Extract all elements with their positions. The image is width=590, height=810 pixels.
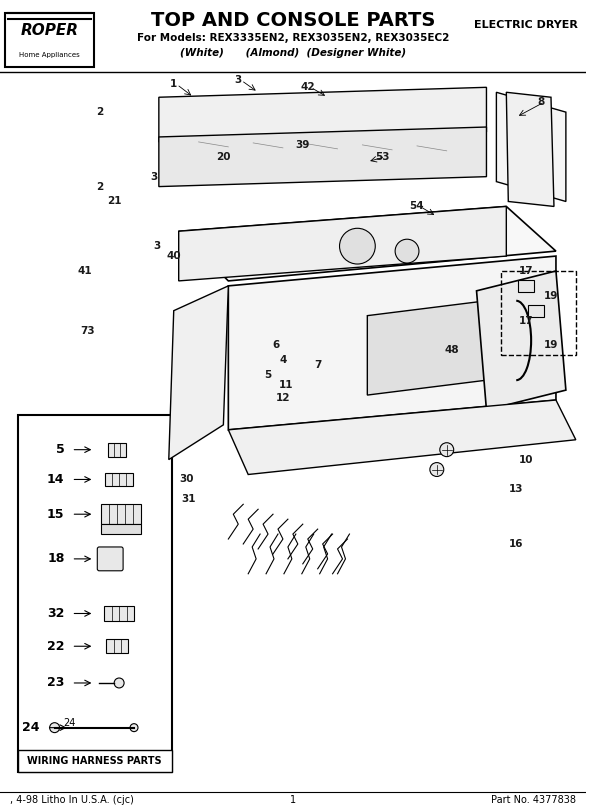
- Text: 5: 5: [56, 443, 64, 456]
- Polygon shape: [179, 207, 556, 281]
- Text: 73: 73: [80, 326, 94, 335]
- Text: 24: 24: [63, 718, 76, 727]
- Text: 4: 4: [279, 356, 287, 365]
- Text: 12: 12: [276, 393, 290, 403]
- Text: 7: 7: [314, 360, 322, 370]
- Text: 19: 19: [544, 340, 558, 351]
- Text: 8: 8: [537, 97, 545, 107]
- Text: 5: 5: [264, 370, 271, 380]
- Text: 19: 19: [544, 291, 558, 301]
- Text: 10: 10: [519, 454, 533, 465]
- Text: 23: 23: [47, 676, 64, 689]
- Text: 11: 11: [278, 380, 293, 390]
- Text: 18: 18: [47, 552, 64, 565]
- Polygon shape: [159, 87, 487, 142]
- Text: 48: 48: [444, 345, 459, 356]
- Text: 24: 24: [22, 721, 40, 734]
- Text: 20: 20: [216, 151, 231, 162]
- Text: (White)      (Almond)  (Designer White): (White) (Almond) (Designer White): [180, 48, 406, 58]
- Bar: [502, 271, 576, 356]
- Text: 21: 21: [107, 197, 122, 207]
- Polygon shape: [228, 256, 556, 430]
- Text: 32: 32: [47, 607, 64, 620]
- Bar: [108, 443, 126, 457]
- Text: 2: 2: [96, 181, 103, 192]
- Text: 53: 53: [375, 151, 389, 162]
- Circle shape: [440, 443, 454, 457]
- Text: 30: 30: [179, 475, 194, 484]
- Text: 54: 54: [409, 202, 424, 211]
- Text: 31: 31: [181, 494, 196, 505]
- Text: 6: 6: [273, 340, 280, 351]
- Text: 17: 17: [519, 266, 533, 276]
- Polygon shape: [179, 207, 506, 281]
- Text: 16: 16: [509, 539, 523, 549]
- Text: Part No. 4377838: Part No. 4377838: [491, 795, 576, 805]
- Polygon shape: [368, 301, 487, 395]
- Text: For Models: REX3335EN2, REX3035EN2, REX3035EC2: For Models: REX3335EN2, REX3035EN2, REX3…: [137, 32, 449, 43]
- Text: ELECTRIC DRYER: ELECTRIC DRYER: [474, 19, 578, 30]
- Polygon shape: [506, 92, 554, 207]
- Text: , 4-98 Litho In U.S.A. (cjc): , 4-98 Litho In U.S.A. (cjc): [10, 795, 134, 805]
- Text: 39: 39: [296, 140, 310, 150]
- Text: Home Appliances: Home Appliances: [19, 52, 80, 58]
- Text: 41: 41: [77, 266, 91, 276]
- Circle shape: [395, 239, 419, 263]
- Text: 15: 15: [47, 508, 64, 521]
- Polygon shape: [496, 92, 566, 202]
- Bar: [18, 415, 172, 772]
- Polygon shape: [159, 127, 487, 186]
- Circle shape: [339, 228, 375, 264]
- Text: 2: 2: [96, 107, 103, 117]
- Circle shape: [526, 151, 536, 162]
- Polygon shape: [228, 400, 576, 475]
- Bar: [101, 505, 141, 524]
- Text: TOP AND CONSOLE PARTS: TOP AND CONSOLE PARTS: [150, 11, 435, 30]
- Circle shape: [130, 723, 138, 731]
- Text: 42: 42: [300, 83, 315, 92]
- Text: 22: 22: [47, 640, 64, 653]
- Text: 13: 13: [509, 484, 523, 494]
- Text: ROPER: ROPER: [21, 23, 78, 38]
- Bar: [105, 472, 133, 487]
- Text: 1: 1: [290, 795, 296, 805]
- Circle shape: [114, 678, 124, 688]
- Text: 3: 3: [150, 172, 158, 181]
- Text: 3: 3: [235, 75, 242, 85]
- Circle shape: [430, 463, 444, 476]
- Bar: [104, 606, 134, 621]
- Bar: [528, 305, 544, 317]
- Text: WIRING HARNESS PARTS: WIRING HARNESS PARTS: [28, 757, 162, 766]
- Text: 1: 1: [170, 79, 178, 89]
- Circle shape: [526, 127, 536, 137]
- Text: 40: 40: [166, 251, 181, 261]
- Circle shape: [50, 723, 60, 732]
- Polygon shape: [169, 286, 228, 459]
- Bar: [101, 524, 141, 534]
- Bar: [5, 13, 94, 67]
- Polygon shape: [477, 271, 566, 410]
- Bar: [518, 280, 534, 292]
- Bar: [18, 751, 172, 772]
- FancyBboxPatch shape: [97, 547, 123, 571]
- Bar: [106, 639, 128, 653]
- Text: 14: 14: [47, 473, 64, 486]
- Text: 17: 17: [519, 316, 533, 326]
- Text: 3: 3: [153, 241, 160, 251]
